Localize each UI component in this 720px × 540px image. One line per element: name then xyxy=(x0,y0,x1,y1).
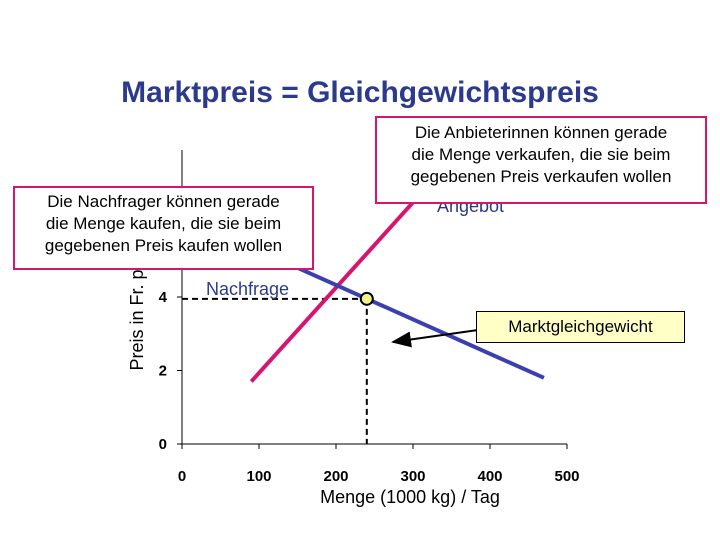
y-tick-label: 0 xyxy=(159,436,167,453)
page-title: Marktpreis = Gleichgewichtspreis xyxy=(121,76,599,109)
equilibrium-point xyxy=(359,291,374,306)
buyers-annotation-box: Die Nachfrager können gerade die Menge k… xyxy=(13,186,314,270)
sellers-annotation-line: Die Anbieterinnen können gerade xyxy=(414,123,668,142)
x-tick-label: 400 xyxy=(477,468,502,485)
y-tick-label: 4 xyxy=(159,289,168,306)
sellers-annotation-box: Die Anbieterinnen können gerade die Meng… xyxy=(375,116,707,204)
equilibrium-label-box: Marktgleichgewicht xyxy=(476,311,685,343)
demand-curve-label: Nachfrage xyxy=(206,279,289,299)
x-tick-label: 100 xyxy=(246,468,271,485)
x-tick-label: 0 xyxy=(178,468,186,485)
buyers-annotation-line: gegebenen Preis kaufen wollen xyxy=(44,236,283,255)
buyers-annotation-line: die Menge kaufen, die sie beim xyxy=(45,214,282,233)
x-tick-label: 200 xyxy=(323,468,348,485)
sellers-annotation-line: gegebenen Preis verkaufen wollen xyxy=(410,167,672,186)
y-axis-title: Preis in Fr. p xyxy=(127,269,147,370)
x-tick-label: 300 xyxy=(400,468,425,485)
equilibrium-arrow xyxy=(391,329,479,348)
x-axis-title: Menge (1000 kg) / Tag xyxy=(320,487,500,507)
x-tick-label: 500 xyxy=(554,468,579,485)
sellers-annotation-line: die Menge verkaufen, die sie beim xyxy=(411,145,671,164)
buyers-annotation-line: Die Nachfrager können gerade xyxy=(47,192,280,211)
y-tick-label: 2 xyxy=(159,363,167,380)
